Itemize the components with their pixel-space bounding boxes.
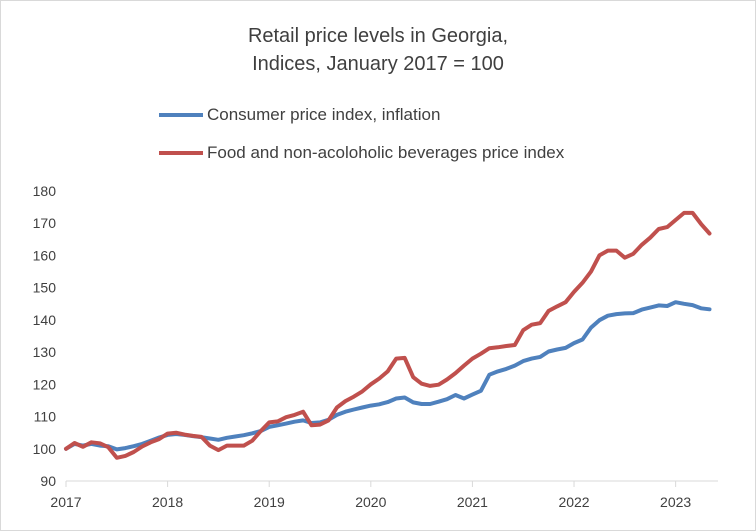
y-tick-label: 140	[33, 312, 57, 328]
y-tick-label: 150	[33, 280, 57, 296]
legend-item-cpi: Consumer price index, inflation	[159, 104, 440, 126]
x-tick-label: 2017	[50, 494, 81, 510]
y-tick-label: 180	[33, 183, 57, 199]
legend-swatch-food	[159, 151, 203, 155]
y-tick-label: 170	[33, 215, 57, 231]
x-tick-label: 2021	[457, 494, 488, 510]
legend-item-food: Food and non-acoloholic beverages price …	[159, 142, 564, 164]
legend-label-food: Food and non-acoloholic beverages price …	[207, 143, 565, 162]
x-tick-label: 2023	[660, 494, 691, 510]
x-tick-label: 2020	[355, 494, 386, 510]
series-layer	[64, 210, 712, 460]
x-tick-label: 2018	[152, 494, 183, 510]
legend-swatch-cpi	[159, 113, 203, 117]
y-tick-label: 110	[34, 409, 57, 425]
y-tick-label: 160	[33, 247, 57, 263]
series-line-cpi	[64, 300, 712, 452]
x-tick-label: 2019	[254, 494, 285, 510]
series-line-food	[64, 210, 712, 460]
axes: 90 100 110 120 130 140 150 160 170 180 2017 2018 201…	[33, 183, 718, 510]
y-tick-label: 130	[33, 344, 57, 360]
legend-label-cpi: Consumer price index, inflation	[207, 105, 441, 124]
y-tick-label: 120	[33, 376, 57, 392]
y-tick-label: 90	[40, 473, 56, 489]
x-tick-label: 2022	[558, 494, 589, 510]
y-tick-label: 100	[33, 441, 57, 457]
chart-title: Retail price levels in Georgia,	[247, 25, 509, 47]
chart-subtitle: Indices, January 2017 = 100	[252, 53, 504, 75]
